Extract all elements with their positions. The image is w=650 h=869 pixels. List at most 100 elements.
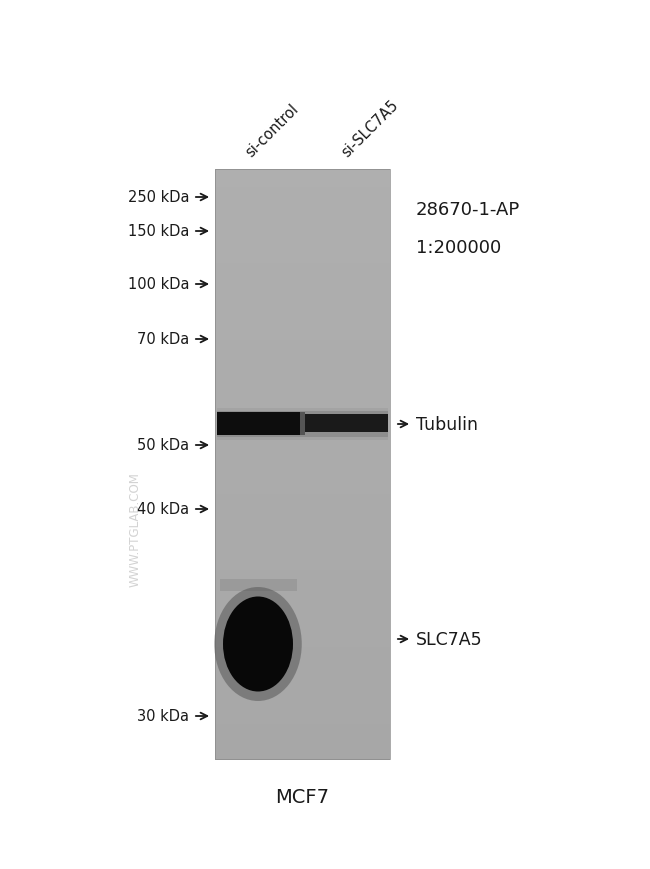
Bar <box>215 247 390 253</box>
Bar <box>215 547 390 554</box>
Bar <box>215 311 390 318</box>
Bar <box>215 358 390 365</box>
Bar <box>215 229 390 235</box>
Bar <box>215 647 390 654</box>
Bar <box>215 264 390 271</box>
Bar <box>215 222 390 229</box>
Bar <box>215 217 390 224</box>
Bar <box>215 323 390 330</box>
Bar <box>215 682 390 689</box>
Bar <box>215 211 390 218</box>
Bar <box>215 512 390 519</box>
Ellipse shape <box>214 587 302 701</box>
Bar <box>215 470 390 477</box>
Bar <box>215 376 390 383</box>
Text: si-control: si-control <box>243 101 302 160</box>
Text: 70 kDa: 70 kDa <box>136 332 189 347</box>
Bar <box>215 500 390 507</box>
Bar <box>215 588 390 595</box>
Bar <box>215 459 390 466</box>
Text: si-SLC7A5: si-SLC7A5 <box>339 97 401 160</box>
Text: MCF7: MCF7 <box>275 787 329 806</box>
Bar <box>215 724 390 731</box>
Bar <box>215 317 390 324</box>
Bar <box>215 700 390 707</box>
Bar <box>215 677 390 684</box>
Bar <box>215 429 390 436</box>
Text: 250 kDa: 250 kDa <box>127 190 189 205</box>
Bar <box>215 730 390 737</box>
Bar <box>215 305 390 312</box>
Bar <box>215 394 390 401</box>
Bar <box>304 415 388 433</box>
Bar <box>215 241 390 248</box>
Bar <box>215 741 390 748</box>
Bar <box>215 706 390 713</box>
Bar <box>215 335 390 342</box>
Bar <box>215 718 390 725</box>
Bar <box>215 641 390 648</box>
Bar <box>215 294 390 301</box>
Bar <box>215 671 390 678</box>
Bar <box>215 529 390 536</box>
Bar <box>215 635 390 642</box>
Bar <box>215 382 390 388</box>
Bar <box>215 476 390 483</box>
Bar <box>215 182 390 189</box>
Bar <box>215 275 390 282</box>
Bar <box>215 571 390 577</box>
Text: 50 kDa: 50 kDa <box>137 438 189 453</box>
Bar <box>215 576 390 583</box>
Bar <box>215 735 390 742</box>
Text: 30 kDa: 30 kDa <box>137 709 189 724</box>
Bar <box>215 665 390 672</box>
Bar <box>215 712 390 719</box>
Bar <box>215 553 390 560</box>
Bar <box>215 453 390 460</box>
Bar <box>215 488 390 495</box>
Text: 100 kDa: 100 kDa <box>127 277 189 292</box>
Bar <box>215 447 390 454</box>
Bar <box>215 541 390 548</box>
Bar <box>215 618 390 625</box>
Bar <box>215 612 390 619</box>
Bar <box>215 169 390 176</box>
Bar <box>215 688 390 695</box>
Bar <box>215 270 390 277</box>
Bar <box>215 629 390 636</box>
Bar <box>215 400 390 407</box>
Bar <box>215 523 390 530</box>
Bar <box>215 435 390 442</box>
Bar <box>215 624 390 631</box>
Bar <box>215 169 390 760</box>
Bar <box>215 506 390 513</box>
Text: SLC7A5: SLC7A5 <box>416 630 482 648</box>
Bar <box>215 341 390 348</box>
Bar <box>215 411 390 418</box>
Bar <box>300 413 305 435</box>
Bar <box>215 388 390 395</box>
Bar <box>217 413 302 435</box>
Bar <box>215 606 390 613</box>
Bar <box>215 188 390 195</box>
Bar <box>215 417 390 424</box>
Text: 150 kDa: 150 kDa <box>127 224 189 239</box>
Bar <box>215 559 390 566</box>
Bar <box>215 594 390 601</box>
Bar <box>220 580 297 591</box>
Bar <box>215 406 390 413</box>
Bar <box>215 535 390 542</box>
Bar <box>215 194 390 200</box>
Text: 1:200000: 1:200000 <box>416 239 501 256</box>
Bar <box>215 747 390 754</box>
Bar <box>215 370 390 377</box>
Text: 40 kDa: 40 kDa <box>137 502 189 517</box>
Bar <box>215 464 390 471</box>
Bar <box>215 199 390 206</box>
Ellipse shape <box>223 597 293 692</box>
Bar <box>215 347 390 354</box>
Bar <box>217 408 388 441</box>
Bar <box>215 482 390 489</box>
Bar <box>215 653 390 660</box>
Bar <box>215 494 390 501</box>
